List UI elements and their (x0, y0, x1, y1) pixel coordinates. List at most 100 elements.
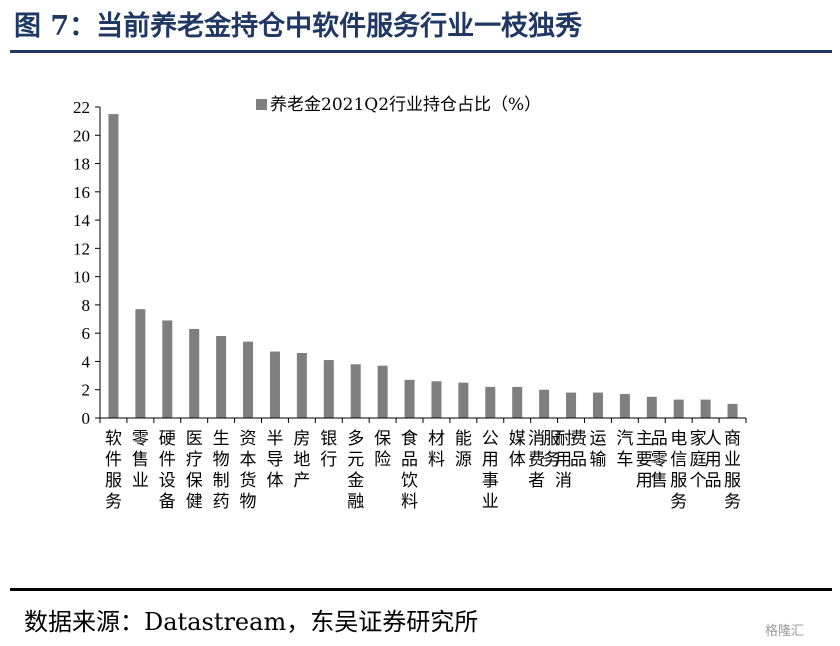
y-tick-label: 8 (82, 296, 91, 315)
x-category-char: 件 (105, 450, 122, 470)
y-tick-label: 20 (73, 126, 90, 145)
x-category-label: 家庭个 人用品 (690, 429, 722, 491)
x-category-char: 消 (555, 471, 572, 491)
x-category-char: 保 (374, 429, 391, 449)
x-category-label: 媒体 (509, 429, 526, 470)
x-category-char: 汽 (616, 429, 633, 449)
x-category-char: 服 (670, 471, 687, 491)
x-category-char: 输 (589, 450, 606, 470)
x-category-char: 保 (186, 471, 203, 491)
bar-3 (162, 320, 173, 418)
bar-2 (135, 309, 146, 418)
bar-4 (189, 328, 200, 418)
source-note: 数据来源：Datastream，东吴证券研究所 (24, 608, 479, 636)
x-category-char: 行 (320, 450, 337, 470)
x-category-char: 车 (616, 450, 633, 470)
bar-17 (539, 389, 550, 418)
x-category-label: 半导体 (266, 429, 283, 491)
x-category-char: 体 (266, 471, 283, 491)
figure-title: 图 7：当前养老金持仓中软件服务行业一枝独秀 (14, 11, 583, 42)
x-category-char: 者 (528, 471, 545, 491)
x-category-char: 用 (555, 450, 572, 470)
x-category-char: 务 (543, 450, 560, 470)
x-category-char: 服 (543, 429, 560, 449)
x-category-char: 商 (724, 429, 741, 449)
x-category-char: 消 (528, 429, 545, 449)
x-category-char: 半 (266, 429, 283, 449)
x-category-char: 业 (482, 492, 499, 512)
x-category-label: 零售业 (132, 429, 149, 491)
x-category-char: 险 (374, 450, 391, 470)
x-category-char: 务 (670, 492, 687, 512)
y-tick-label: 6 (82, 324, 91, 343)
x-category-char: 主 (636, 429, 653, 449)
y-tick-label: 14 (73, 211, 91, 230)
x-category-char: 务 (105, 492, 122, 512)
x-category-char: 人 (705, 429, 722, 449)
x-category-char: 个 (690, 471, 707, 491)
x-category-char: 元 (347, 450, 364, 470)
x-category-char: 物 (213, 450, 230, 470)
bar-12 (404, 379, 415, 418)
bar-11 (377, 365, 388, 418)
x-category-char: 物 (240, 492, 257, 512)
x-category-char: 生 (213, 429, 230, 449)
x-category-char: 零 (132, 429, 149, 449)
x-category-char: 费 (570, 429, 587, 449)
x-category-char: 能 (455, 429, 472, 449)
x-category-char: 用 (705, 450, 722, 470)
bar-chart: 养老金2021Q2行业持仓占比（%） 0 2 4 6 8 10 12 14 16 18 20 22 软… (73, 95, 747, 512)
bar-22 (673, 399, 684, 418)
x-category-char: 医 (186, 429, 203, 449)
bar-8 (296, 352, 307, 418)
x-category-char: 事 (482, 471, 499, 491)
y-tick-label: 2 (82, 381, 91, 400)
chart-legend: 养老金2021Q2行业持仓占比（%） (256, 95, 541, 115)
bar-5 (216, 336, 227, 418)
bar-19 (592, 392, 603, 418)
x-category-char: 饮 (401, 471, 418, 491)
x-category-char: 售 (651, 471, 668, 491)
y-tick-label: 10 (73, 268, 90, 287)
bar-15 (485, 386, 496, 418)
x-category-label: 软件服务 (105, 429, 122, 512)
x-category-char: 服 (724, 471, 741, 491)
x-category-char: 料 (401, 492, 418, 512)
x-category-char: 业 (724, 450, 741, 470)
bar-9 (323, 360, 334, 418)
x-category-label: 运输 (589, 429, 606, 470)
x-category-char: 金 (347, 471, 364, 491)
x-category-char: 用 (636, 471, 653, 491)
bar-18 (566, 392, 577, 418)
x-category-char: 媒 (509, 429, 526, 449)
y-tick-label: 4 (82, 352, 91, 371)
y-tick-label: 22 (73, 98, 90, 117)
x-category-char: 货 (240, 471, 257, 491)
x-category-label: 保险 (374, 429, 391, 470)
bar-1 (108, 114, 119, 419)
x-category-char: 体 (509, 450, 526, 470)
x-category-char: 品 (401, 450, 418, 470)
x-category-char: 地 (293, 450, 310, 470)
legend-label: 养老金2021Q2行业持仓占比（%） (270, 95, 541, 115)
bar-14 (458, 382, 469, 418)
x-category-char: 房 (293, 429, 310, 449)
bar-7 (269, 351, 280, 418)
x-category-char: 融 (347, 492, 364, 512)
x-category-char: 用 (482, 450, 499, 470)
x-category-char: 零 (651, 450, 668, 470)
x-category-char: 品 (651, 429, 668, 449)
x-category-char: 电 (670, 429, 687, 449)
y-tick-label: 16 (73, 183, 90, 202)
x-category-char: 源 (455, 450, 472, 470)
x-category-label: 银行 (320, 429, 337, 470)
x-category-char: 制 (213, 471, 230, 491)
bar-23 (700, 399, 711, 418)
